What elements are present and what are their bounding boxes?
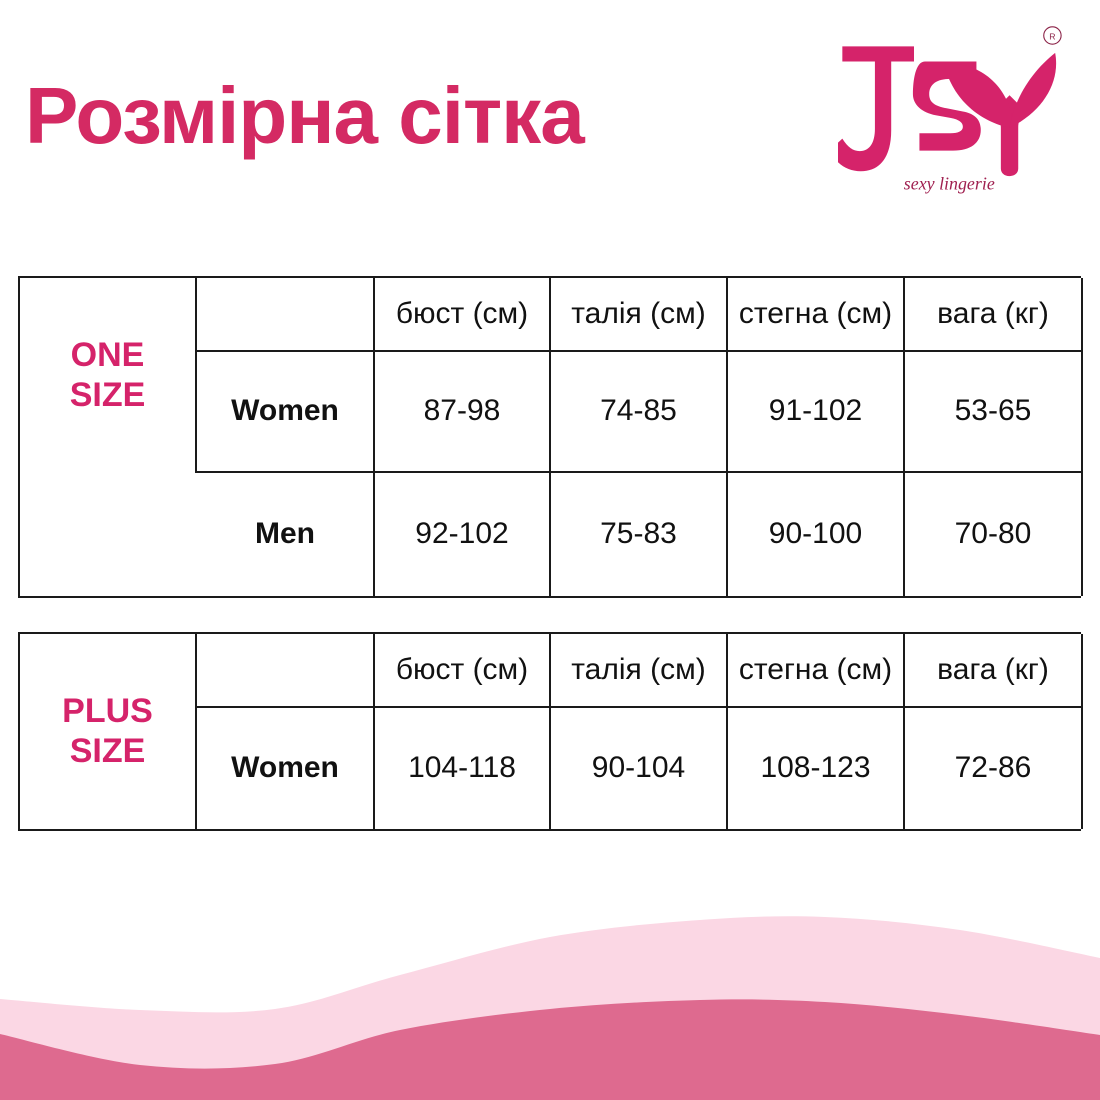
svg-text:sexy lingerie: sexy lingerie [904, 174, 995, 194]
svg-text:R: R [1049, 31, 1055, 41]
